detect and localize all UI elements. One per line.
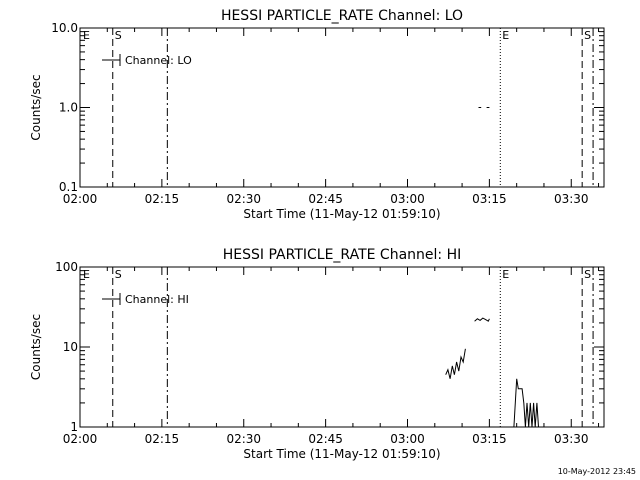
y-tick-label: 10.0 — [51, 21, 78, 35]
plot-frame — [79, 27, 605, 188]
y-axis-label: Counts/sec — [29, 314, 43, 380]
y-tick-label: 10 — [63, 340, 78, 354]
chart-title: HESSI PARTICLE_RATE Channel: LO — [221, 8, 463, 24]
x-tick-label: 02:00 — [63, 432, 98, 446]
start-marker-label: E — [83, 268, 90, 281]
x-tick-label: 03:15 — [472, 192, 507, 206]
chart-title: HESSI PARTICLE_RATE Channel: HI — [223, 247, 461, 263]
start-marker-label: E — [83, 29, 90, 42]
x-axis-label: Start Time (11-May-12 01:59:10) — [243, 447, 440, 461]
x-tick-label: 02:30 — [226, 192, 261, 206]
x-axis-label: Start Time (11-May-12 01:59:10) — [243, 207, 440, 221]
x-tick-label: 03:30 — [554, 432, 589, 446]
event-marker-label: S — [115, 29, 122, 42]
event-marker-label: S — [584, 268, 591, 281]
data-series-line — [445, 348, 466, 379]
y-tick-label: 100 — [55, 260, 78, 274]
event-marker-label: S — [584, 29, 591, 42]
x-tick-label: 02:15 — [145, 432, 180, 446]
plot-frame — [79, 266, 605, 428]
chart-panel-0: HESSI PARTICLE_RATE Channel: LO 02:00 02:1… — [29, 8, 605, 221]
x-tick-label: 02:45 — [308, 192, 343, 206]
x-tick-label: 02:00 — [63, 192, 98, 206]
y-tick-label: 1.0 — [59, 101, 78, 115]
x-tick-label: 03:00 — [390, 192, 425, 206]
y-tick-label: 1 — [70, 420, 78, 434]
x-tick-label: 03:00 — [390, 432, 425, 446]
y-axis-label: Counts/sec — [29, 74, 43, 140]
event-marker-label: S — [115, 268, 122, 281]
x-tick-label: 03:15 — [472, 432, 507, 446]
x-tick-label: 02:30 — [226, 432, 261, 446]
data-series-line — [474, 317, 490, 322]
data-series-line — [513, 378, 539, 428]
x-tick-label: 03:30 — [554, 192, 589, 206]
generation-timestamp: 10-May-2012 23:45 — [558, 467, 636, 476]
x-tick-label: 02:45 — [308, 432, 343, 446]
event-marker-label: E — [502, 268, 509, 281]
legend-label: Channel: HI — [125, 293, 189, 306]
y-tick-label: 0.1 — [59, 180, 78, 194]
legend-label: Channel: LO — [125, 54, 192, 67]
event-marker-label: E — [502, 29, 509, 42]
x-tick-label: 02:15 — [145, 192, 180, 206]
chart-panel-1: HESSI PARTICLE_RATE Channel: HI 02:00 02:1… — [29, 247, 605, 461]
